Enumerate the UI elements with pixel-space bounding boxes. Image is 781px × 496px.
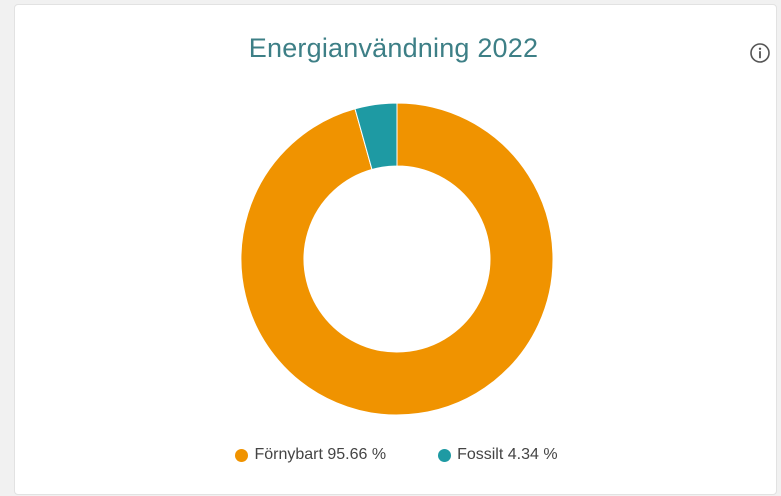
chart-card: Energianvändning 2022 Förnybart 95.66 % …: [14, 4, 777, 495]
legend-swatch-fossilt: [438, 448, 452, 462]
chart-title: Energianvändning 2022: [248, 33, 539, 63]
legend-swatch-fornybart: [235, 448, 249, 462]
donut-chart: [240, 102, 554, 416]
donut-slice-fossilt[interactable]: [354, 102, 398, 171]
legend-item-fornybart[interactable]: Förnybart 95.66 %: [235, 446, 386, 464]
legend-item-fossilt[interactable]: Fossilt 4.34 %: [438, 446, 558, 464]
info-icon[interactable]: [749, 42, 771, 64]
legend: Förnybart 95.66 % Fossilt 4.34 %: [15, 446, 778, 464]
legend-label-fornybart: Förnybart 95.66 %: [254, 446, 387, 463]
donut-slice-f-rnybart[interactable]: [240, 102, 554, 416]
legend-label-fossilt: Fossilt 4.34 %: [457, 446, 558, 463]
